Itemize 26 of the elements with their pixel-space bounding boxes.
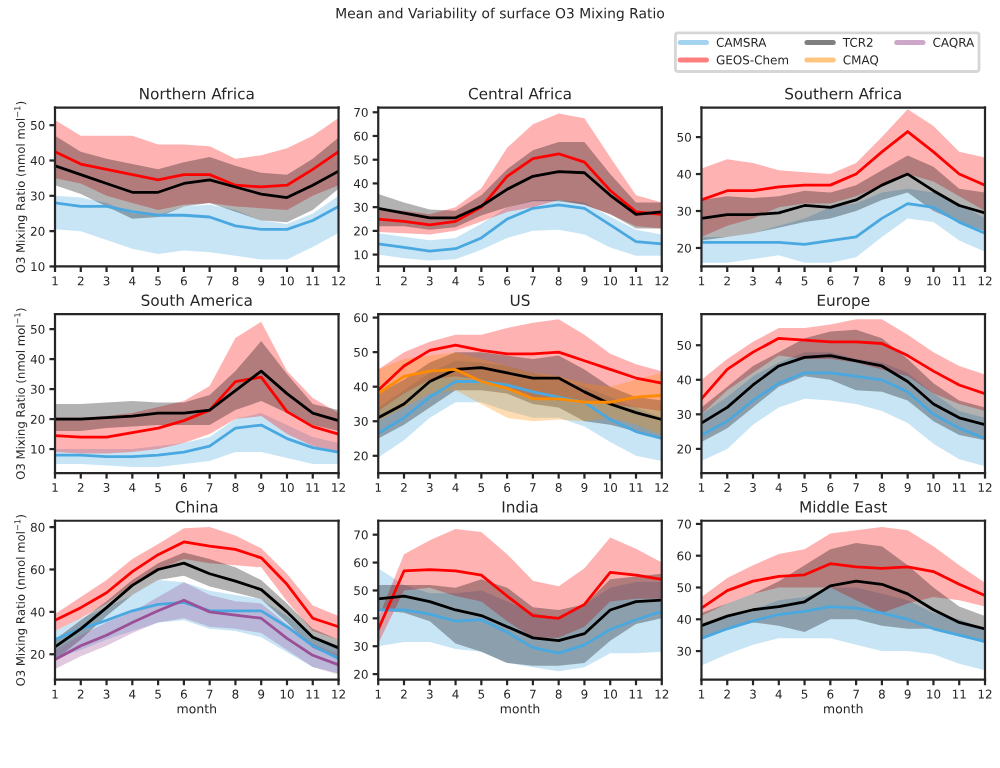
line-series bbox=[378, 368, 662, 404]
line-series bbox=[701, 562, 985, 610]
line-series bbox=[378, 568, 662, 631]
line-series bbox=[55, 164, 339, 199]
line-series bbox=[55, 369, 339, 422]
line-series bbox=[701, 605, 985, 643]
line-series bbox=[378, 366, 662, 421]
line-series bbox=[55, 150, 339, 189]
line-series bbox=[701, 172, 985, 220]
line-series bbox=[378, 343, 662, 392]
line-series bbox=[378, 170, 662, 220]
line-series bbox=[55, 375, 339, 439]
line-series bbox=[378, 380, 662, 440]
line-series bbox=[701, 579, 985, 631]
line-series bbox=[55, 561, 339, 650]
line-series bbox=[701, 336, 985, 401]
line-series bbox=[55, 201, 339, 231]
line-series bbox=[55, 540, 339, 629]
line-series bbox=[701, 354, 985, 427]
line-series bbox=[701, 202, 985, 246]
line-series bbox=[701, 130, 985, 202]
line-series bbox=[55, 423, 339, 458]
line-series bbox=[378, 594, 662, 643]
line-series bbox=[701, 371, 985, 440]
line-series bbox=[378, 152, 662, 227]
line-series bbox=[378, 608, 662, 655]
